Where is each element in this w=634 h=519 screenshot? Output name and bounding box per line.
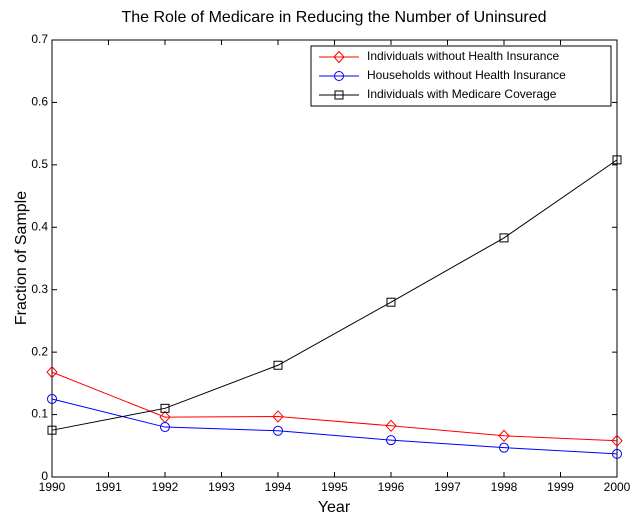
data-point bbox=[47, 393, 57, 404]
legend-box bbox=[310, 45, 612, 107]
series-line bbox=[51, 371, 618, 442]
y-axis-label: Fraction of Sample bbox=[13, 191, 30, 325]
y-tick-label: 0.2 bbox=[31, 344, 48, 358]
data-point bbox=[386, 435, 396, 446]
x-tick-label: 1990 bbox=[39, 480, 66, 494]
data-point bbox=[612, 155, 622, 165]
y-tick-label: 0 bbox=[41, 469, 48, 483]
data-point bbox=[273, 425, 283, 436]
y-tick-label: 0.4 bbox=[31, 219, 48, 233]
legend-label: Individuals with Medicare Coverage bbox=[367, 87, 557, 101]
legend-marker bbox=[334, 71, 344, 81]
chart-title: The Role of Medicare in Reducing the Num… bbox=[121, 9, 546, 26]
x-tick-label: 1992 bbox=[152, 480, 179, 494]
y-tick-label: 0.7 bbox=[31, 32, 48, 46]
x-tick-label: 1994 bbox=[265, 480, 292, 494]
x-axis-label: Year bbox=[318, 499, 351, 516]
x-tick-label: 1998 bbox=[491, 480, 518, 494]
x-tick-label: 1996 bbox=[378, 480, 405, 494]
legend-label: Individuals without Health Insurance bbox=[367, 49, 559, 63]
legend-marker bbox=[334, 90, 344, 100]
legend-label: Households without Health Insurance bbox=[367, 68, 566, 82]
series-line bbox=[51, 398, 618, 455]
x-tick-label: 1999 bbox=[547, 480, 574, 494]
x-tick-label: 1993 bbox=[208, 480, 235, 494]
data-point bbox=[160, 422, 170, 433]
data-point bbox=[272, 410, 284, 423]
y-tick-label: 0.1 bbox=[31, 407, 48, 421]
data-point bbox=[386, 297, 396, 307]
x-tick-label: 1995 bbox=[321, 480, 348, 494]
x-tick-label: 2000 bbox=[604, 480, 631, 494]
data-point bbox=[160, 403, 170, 413]
data-point bbox=[611, 434, 623, 448]
data-point bbox=[612, 448, 622, 459]
legend-marker bbox=[333, 50, 345, 64]
data-point bbox=[498, 429, 510, 443]
data-point bbox=[46, 365, 58, 379]
data-point bbox=[273, 360, 283, 370]
x-tick-label: 1991 bbox=[95, 480, 122, 494]
y-tick-label: 0.5 bbox=[31, 157, 48, 171]
data-point bbox=[385, 419, 397, 433]
x-tick-label: 1997 bbox=[434, 480, 461, 494]
data-point bbox=[499, 442, 509, 453]
data-point bbox=[47, 425, 57, 435]
data-point bbox=[499, 233, 509, 243]
series-line bbox=[51, 159, 618, 431]
y-tick-label: 0.3 bbox=[31, 282, 48, 296]
y-tick-label: 0.6 bbox=[31, 95, 48, 109]
